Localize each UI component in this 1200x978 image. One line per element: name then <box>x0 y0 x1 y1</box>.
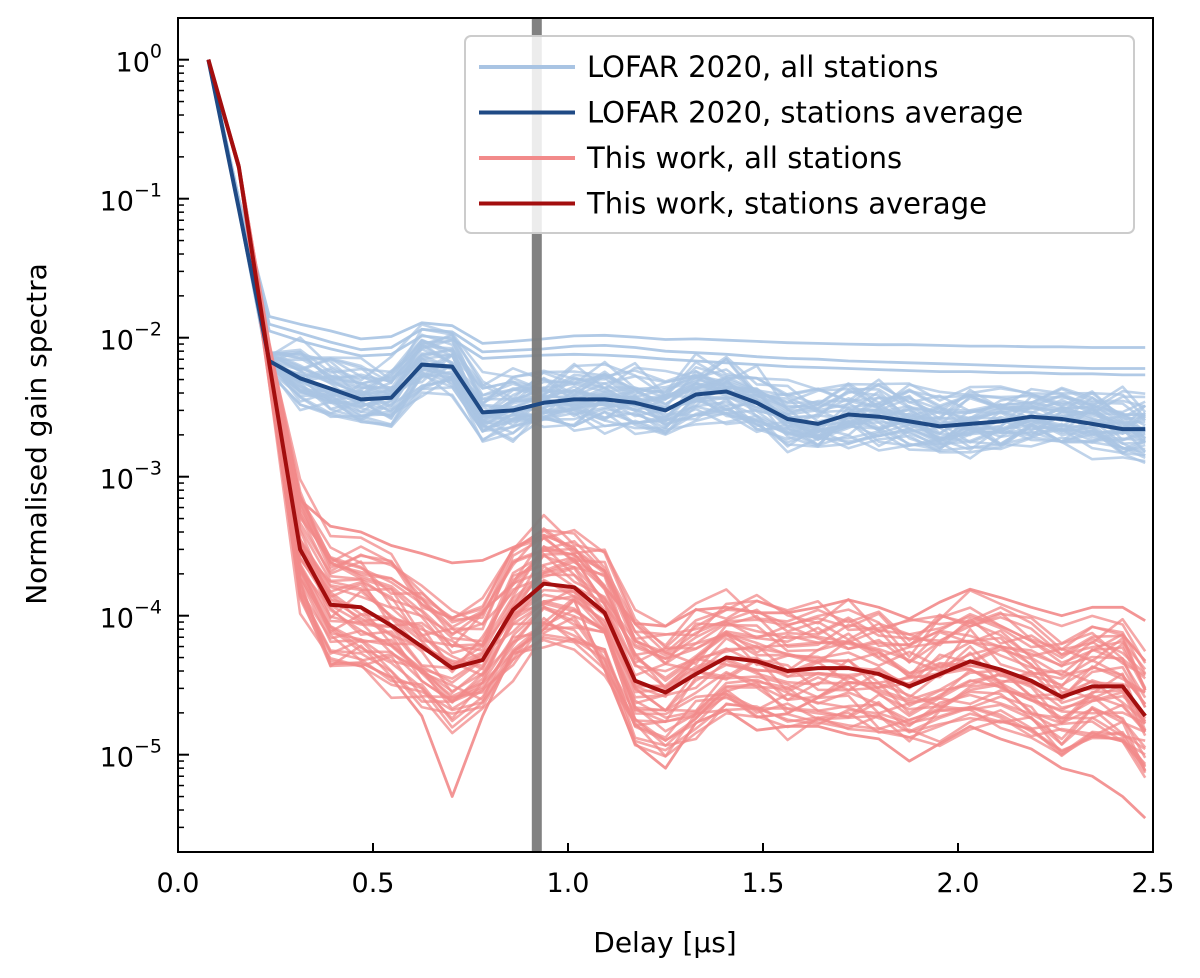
series-2-station-line <box>207 59 1147 665</box>
series-2-station-line <box>207 59 1146 746</box>
series-0-outlier-line <box>207 59 1146 370</box>
legend-label: This work, all stations <box>586 141 902 175</box>
series-0-station-line <box>207 59 1146 408</box>
series-0-station-line <box>207 59 1146 421</box>
series-2-station-line <box>207 59 1146 751</box>
legend-label: This work, stations average <box>586 187 987 221</box>
axes-layer: 0.0 0.5 1.0 1.5 2.0 2.5 100 10−1 10−2 10−3 10−4 10−… <box>100 17 1175 899</box>
series-2-station-line <box>207 59 1147 708</box>
series-2-station-line <box>207 59 1147 664</box>
series-2-ensemble <box>207 59 1147 820</box>
series-2-station-line <box>207 59 1147 692</box>
series-0-outlier-line <box>207 59 1146 377</box>
y-tick-label: 10−3 <box>100 458 162 496</box>
series-2-station-line <box>207 59 1147 655</box>
series-0-outlier-line <box>207 59 1146 349</box>
x-tick-label: 0.0 <box>157 868 200 899</box>
legend-box <box>464 35 1135 234</box>
series-2-station-line <box>207 59 1147 767</box>
series-0-station-line <box>207 59 1147 421</box>
series-layer <box>206 18 1147 852</box>
series-2-station-line <box>207 59 1147 662</box>
y-tick-label: 100 <box>116 41 162 79</box>
series-2-outlier-line <box>207 59 1146 628</box>
series-1-average-line <box>206 59 1146 432</box>
y-tick-label: 10−1 <box>100 180 162 218</box>
x-tick-label: 2.0 <box>937 868 980 899</box>
legend: LOFAR 2020, all stations LOFAR 2020, stat… <box>464 35 1135 234</box>
x-tick-label: 0.5 <box>352 868 395 899</box>
x-tick-label: 2.5 <box>1132 868 1175 899</box>
x-tick-label: 1.0 <box>547 868 590 899</box>
y-tick-label: 10−2 <box>100 319 162 357</box>
series-2-station-line <box>207 59 1147 765</box>
x-tick-label: 1.5 <box>742 868 785 899</box>
series-2-station-line <box>207 59 1146 694</box>
x-axis-title: Delay [μs] <box>593 926 736 959</box>
y-tick-label: 10−4 <box>100 597 162 635</box>
series-2-station-line <box>207 59 1147 675</box>
series-2-outlier-line <box>207 59 1147 820</box>
legend-label: LOFAR 2020, all stations <box>587 50 938 84</box>
series-0-station-line <box>207 59 1147 413</box>
series-0-station-line <box>207 59 1146 451</box>
y-tick-label: 10−5 <box>100 736 162 774</box>
series-3-average-line <box>206 59 1147 718</box>
y-axis-title: Normalised gain spectra <box>20 263 53 605</box>
legend-label: LOFAR 2020, stations average <box>587 96 1023 130</box>
